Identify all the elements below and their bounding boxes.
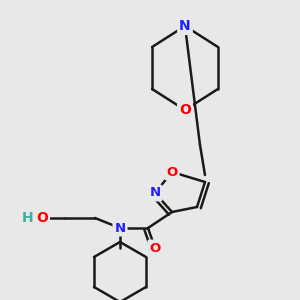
Text: O: O (179, 103, 191, 117)
Text: N: N (114, 221, 126, 235)
Text: N: N (179, 19, 191, 33)
Text: O: O (36, 211, 48, 225)
Text: N: N (149, 187, 161, 200)
Text: O: O (167, 166, 178, 178)
Text: H: H (22, 211, 34, 225)
Text: O: O (149, 242, 161, 254)
